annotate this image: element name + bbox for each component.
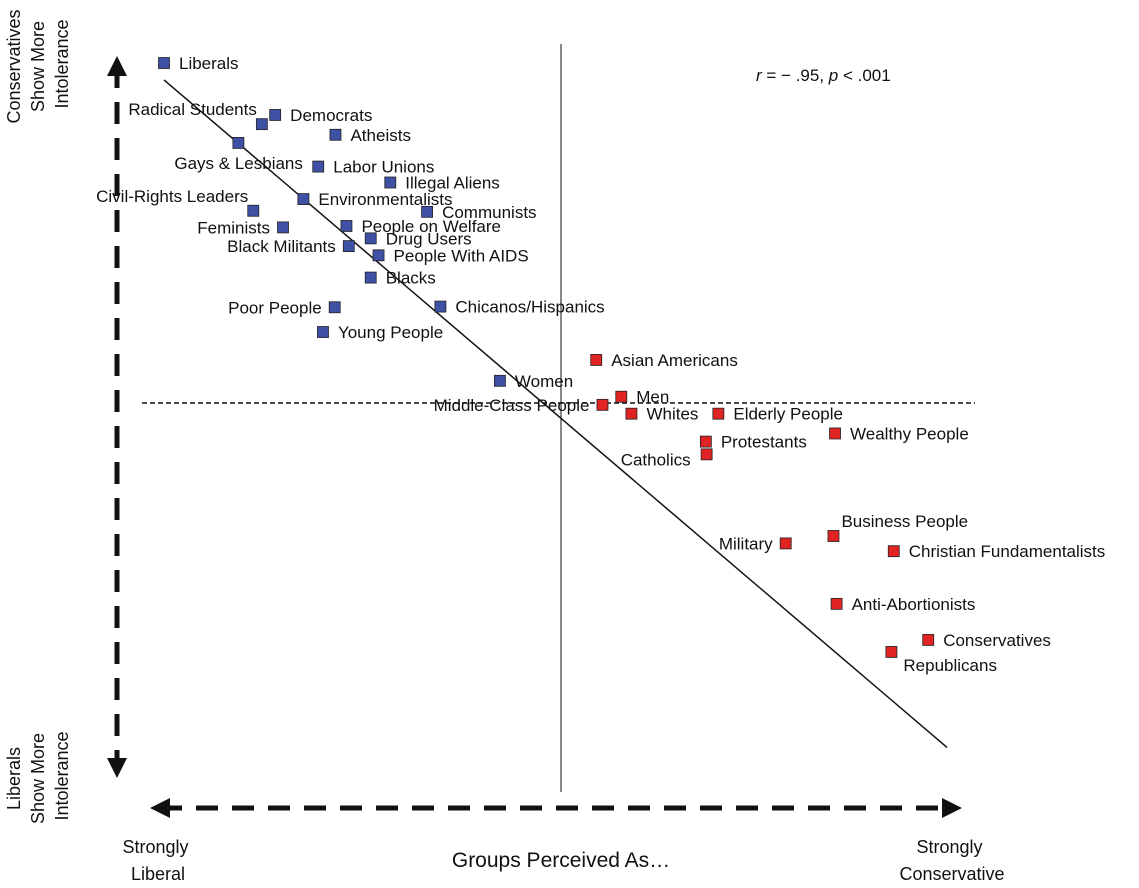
point-anti-abortionists (830, 597, 843, 610)
point-conservatives (922, 634, 935, 646)
label-feminists: Feminists (197, 218, 270, 237)
point-chicanos-hispanics (434, 300, 447, 313)
y-bottom-label-line-2: Show More (28, 733, 48, 824)
label-civil-rights-leaders: Civil-Rights Leaders (96, 187, 248, 206)
label-people-with-aids: People With AIDS (394, 246, 529, 265)
label-business-people: Business People (841, 512, 968, 531)
label-radical-students: Radical Students (128, 100, 257, 119)
point-people-on-welfare (340, 220, 353, 232)
r-value: = − .95, (762, 66, 829, 85)
point-blacks (364, 271, 377, 284)
trend-line (163, 79, 948, 748)
label-wealthy-people: Wealthy People (850, 424, 969, 443)
point-labor-unions (312, 160, 325, 173)
point-people-with-aids (372, 249, 385, 262)
point-radical-students (255, 118, 268, 131)
y-top-label: Conservatives Show More Intolerance (4, 4, 72, 123)
point-wealthy-people (829, 427, 841, 440)
point-feminists (277, 221, 289, 234)
y-bottom-label-line-3: Intolerance (52, 731, 72, 820)
point-gays-and-lesbians (232, 137, 245, 149)
label-communists: Communists (442, 203, 536, 222)
point-civil-rights-leaders (247, 204, 260, 217)
label-drug-users: Drug Users (386, 229, 472, 248)
label-illegal-aliens: Illegal Aliens (405, 173, 500, 192)
label-chicanos-hispanics: Chicanos/Hispanics (455, 298, 604, 317)
point-elderly-people (712, 407, 725, 420)
label-middle-class-people: Middle-Class People (434, 396, 590, 415)
correlation-annotation: r = − .95, p < .001 (756, 66, 891, 85)
y-top-label-line-2: Show More (28, 21, 48, 112)
label-catholics: Catholics (621, 450, 691, 469)
r-symbol: r (756, 66, 763, 85)
label-liberals: Liberals (179, 54, 239, 73)
point-protestants (699, 435, 712, 448)
label-women: Women (515, 372, 573, 391)
x-left-label-line-2: Liberal (131, 864, 185, 884)
label-asian-americans: Asian Americans (611, 351, 738, 370)
point-liberals (158, 57, 170, 69)
point-young-people (317, 326, 329, 338)
label-protestants: Protestants (721, 433, 807, 452)
x-axis-title: Groups Perceived As… (452, 849, 670, 872)
label-gays-and-lesbians: Gays & Lesbians (174, 154, 303, 173)
point-middle-class-people (596, 398, 609, 411)
y-top-label-line-1: Conservatives (4, 9, 24, 123)
point-illegal-aliens (384, 176, 397, 189)
x-left-label-line-1: Strongly (122, 837, 188, 857)
point-communists (421, 205, 433, 218)
point-black-militants (342, 240, 355, 253)
label-people-on-welfare: People on Welfare (361, 217, 501, 236)
label-men: Men (636, 388, 669, 407)
point-business-people (827, 530, 840, 542)
points-layer: Liberals Democrats Radical Students Atheist… (96, 54, 1105, 675)
label-christian-fundamentalists: Christian Fundamentalists (909, 542, 1106, 561)
label-blacks: Blacks (386, 269, 436, 288)
label-labor-unions: Labor Unions (333, 158, 434, 177)
label-military: Military (719, 534, 773, 553)
y-bottom-label-line-1: Liberals (4, 747, 24, 810)
point-republicans (885, 646, 898, 658)
point-christian-fundamentalists (887, 545, 900, 558)
point-catholics (700, 448, 713, 461)
x-right-label-line-1: Strongly (916, 837, 982, 857)
label-republicans: Republicans (903, 656, 997, 675)
point-asian-americans (590, 354, 603, 366)
point-environmentalists (297, 193, 310, 206)
label-elderly-people: Elderly People (733, 405, 843, 424)
label-poor-people: Poor People (228, 298, 322, 317)
x-right-label-line-2: Conservative (899, 864, 1004, 884)
point-democrats (269, 109, 282, 121)
point-drug-users (364, 232, 377, 245)
point-atheists (329, 128, 342, 141)
label-democrats: Democrats (290, 106, 372, 125)
p-symbol: p (828, 66, 838, 85)
y-top-label-line-3: Intolerance (52, 19, 72, 108)
point-poor-people (328, 301, 341, 314)
label-atheists: Atheists (350, 126, 410, 145)
point-whites (625, 407, 638, 420)
y-bottom-label: Liberals Show More Intolerance (4, 728, 72, 824)
label-whites: Whites (646, 405, 698, 424)
point-women (494, 374, 506, 387)
point-men (615, 390, 628, 403)
x-left-label: Strongly Liberal (122, 837, 193, 884)
label-conservatives: Conservatives (943, 631, 1051, 650)
label-anti-abortionists: Anti-Abortionists (852, 595, 976, 614)
label-environmentalists: Environmentalists (318, 190, 452, 209)
x-right-label: Strongly Conservative (899, 837, 1004, 884)
p-value: < .001 (838, 66, 890, 85)
label-young-people: Young People (338, 323, 443, 342)
point-military (779, 537, 792, 550)
label-black-militants: Black Militants (227, 237, 336, 256)
